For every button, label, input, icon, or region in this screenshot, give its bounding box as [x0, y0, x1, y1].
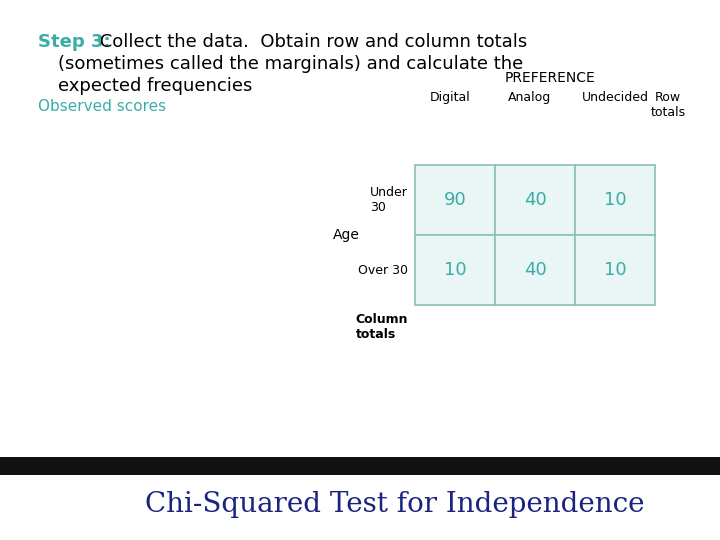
Bar: [415, 165, 495, 235]
Bar: [575, 165, 655, 235]
Text: expected frequencies: expected frequencies: [58, 77, 253, 95]
Text: Collect the data.  Obtain row and column totals: Collect the data. Obtain row and column …: [94, 33, 527, 51]
Bar: [575, 235, 655, 305]
Bar: [0, 457, 720, 475]
Text: Row
totals: Row totals: [650, 91, 685, 119]
Text: 10: 10: [603, 191, 626, 209]
Text: Undecided: Undecided: [582, 91, 649, 104]
Text: Step 3:: Step 3:: [38, 33, 111, 51]
Bar: [495, 235, 575, 305]
Text: PREFERENCE: PREFERENCE: [505, 71, 595, 85]
Text: (sometimes called the marginals) and calculate the: (sometimes called the marginals) and cal…: [58, 55, 523, 73]
Text: 10: 10: [444, 261, 467, 279]
Text: Analog: Analog: [508, 91, 552, 104]
Text: Over 30: Over 30: [358, 264, 408, 276]
Text: Digital: Digital: [430, 91, 470, 104]
Text: 10: 10: [603, 261, 626, 279]
Text: 40: 40: [523, 261, 546, 279]
Text: 90: 90: [444, 191, 467, 209]
Text: Under
30: Under 30: [370, 186, 408, 214]
Text: Observed scores: Observed scores: [38, 99, 166, 114]
Text: Column
totals: Column totals: [356, 313, 408, 341]
Text: 40: 40: [523, 191, 546, 209]
Bar: [495, 165, 575, 235]
Text: Chi-Squared Test for Independence: Chi-Squared Test for Independence: [145, 491, 644, 518]
Text: Age: Age: [333, 228, 360, 242]
Bar: [415, 235, 495, 305]
